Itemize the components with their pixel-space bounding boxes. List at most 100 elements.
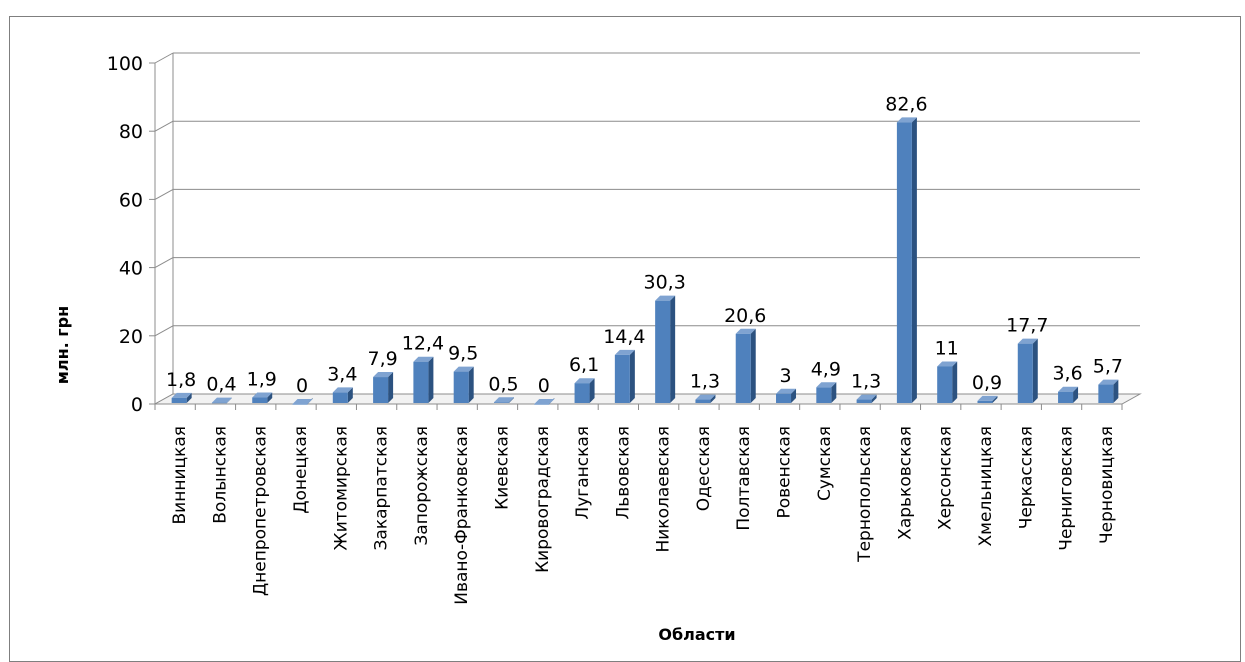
bar-side [468, 366, 474, 403]
bar-top [211, 397, 232, 403]
bar-front [776, 393, 792, 403]
bar-front [171, 397, 187, 403]
bar [816, 382, 837, 403]
bar [534, 398, 555, 405]
bar-side [226, 397, 232, 403]
data-label: 3,6 [1052, 363, 1082, 385]
bar-front [453, 371, 469, 403]
bar-side [186, 392, 192, 403]
bar-top [776, 388, 797, 394]
data-label: 0 [296, 375, 308, 397]
bar-front [977, 400, 993, 403]
bar [655, 295, 676, 403]
bar-front [493, 402, 509, 403]
data-label: 1,8 [166, 369, 196, 391]
bar-top [292, 399, 313, 404]
bar [856, 394, 877, 403]
category-label: Хмельницкая [976, 426, 996, 546]
y-axis-ticks: 0 20 40 60 80 100 [107, 53, 143, 416]
y-tick-label: 80 [119, 121, 143, 143]
data-label: 1,3 [851, 371, 881, 393]
bar-top [1017, 338, 1038, 344]
bar-top [816, 382, 837, 388]
category-label: Винницкая [170, 426, 190, 524]
category-label: Херсонская [936, 426, 956, 530]
category-label: Черниговская [1057, 426, 1077, 551]
bar-top [493, 397, 514, 403]
data-label: 6,1 [569, 354, 599, 376]
data-label: 14,4 [603, 326, 645, 348]
bar-front [211, 402, 227, 404]
category-label: Днепропетровская [251, 426, 271, 596]
gridlines [149, 52, 1142, 410]
bar-top [735, 328, 756, 334]
category-label: Тернопольская [855, 426, 875, 563]
bar-front [1017, 343, 1033, 403]
bar-front [332, 392, 348, 403]
bar-top [896, 117, 917, 123]
bar-side [267, 392, 273, 403]
bar [735, 328, 756, 403]
gridline-side [154, 120, 174, 132]
bar-top [574, 378, 595, 384]
bar-side [589, 378, 595, 403]
bar-front [816, 387, 832, 403]
bar-side [952, 361, 958, 403]
bar-side [670, 295, 676, 403]
bar-front [655, 300, 671, 403]
category-label: Донецкая [291, 426, 311, 514]
bar [574, 378, 595, 403]
bar-top [1098, 379, 1119, 385]
data-label: 9,5 [448, 343, 478, 365]
bars [171, 117, 1119, 405]
data-label: 1,9 [247, 369, 277, 391]
bar [695, 394, 716, 403]
bar-side [1113, 379, 1119, 403]
data-label: 1,3 [690, 371, 720, 393]
data-label: 0,5 [488, 373, 518, 395]
category-label: Ивано-Франковская [452, 426, 472, 605]
bar [413, 356, 434, 403]
bar [332, 387, 353, 403]
bar-front [896, 122, 912, 404]
bar [1017, 338, 1038, 403]
data-label: 20,6 [724, 305, 766, 327]
bar-front [614, 354, 630, 403]
bar-side [629, 349, 635, 403]
bar-top [413, 356, 434, 362]
category-label: Житомирская [331, 426, 351, 551]
data-label: 4,9 [811, 358, 841, 380]
bar-side [831, 382, 837, 403]
bar-side [1032, 338, 1038, 403]
category-label: Киевская [492, 426, 512, 510]
data-label: 3,4 [327, 363, 357, 385]
bar [937, 361, 958, 403]
bar [211, 397, 232, 404]
bar-top [453, 366, 474, 372]
bar [776, 388, 797, 403]
bar-front [292, 404, 308, 405]
gridline-side [154, 325, 174, 337]
bar-top [373, 372, 394, 378]
category-label: Запорожская [412, 426, 432, 546]
data-label: 11 [935, 337, 959, 359]
bar-top [534, 399, 555, 404]
bar-top [1058, 386, 1079, 392]
bar-top [252, 392, 273, 398]
y-tick-label: 0 [131, 394, 143, 416]
bar [1058, 386, 1079, 403]
bar-front [574, 383, 590, 403]
bar-top [655, 295, 676, 301]
bar-top [332, 387, 353, 393]
bar-side [347, 387, 353, 403]
category-label: Кировоградская [533, 426, 553, 573]
bar-side [750, 328, 756, 403]
bar-side [871, 394, 877, 403]
gridline-side [154, 257, 174, 269]
bar-top [977, 395, 998, 401]
bar-side [710, 394, 716, 403]
bar-front [695, 399, 711, 403]
bar-side [388, 372, 394, 403]
data-label: 7,9 [367, 348, 397, 370]
